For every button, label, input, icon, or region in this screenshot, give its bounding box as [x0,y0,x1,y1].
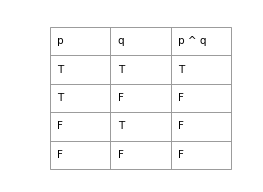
Text: q: q [118,36,124,46]
Text: F: F [178,150,184,160]
Text: p: p [57,36,64,46]
Text: F: F [118,93,124,103]
Text: p ^ q: p ^ q [178,36,207,46]
Text: F: F [178,121,184,131]
Text: T: T [118,65,124,74]
Text: F: F [118,150,124,160]
Text: T: T [178,65,184,74]
Text: T: T [57,65,63,74]
Text: F: F [57,121,63,131]
Text: T: T [57,93,63,103]
Text: F: F [57,150,63,160]
Text: T: T [118,121,124,131]
Text: F: F [178,93,184,103]
Bar [50,27,231,169]
